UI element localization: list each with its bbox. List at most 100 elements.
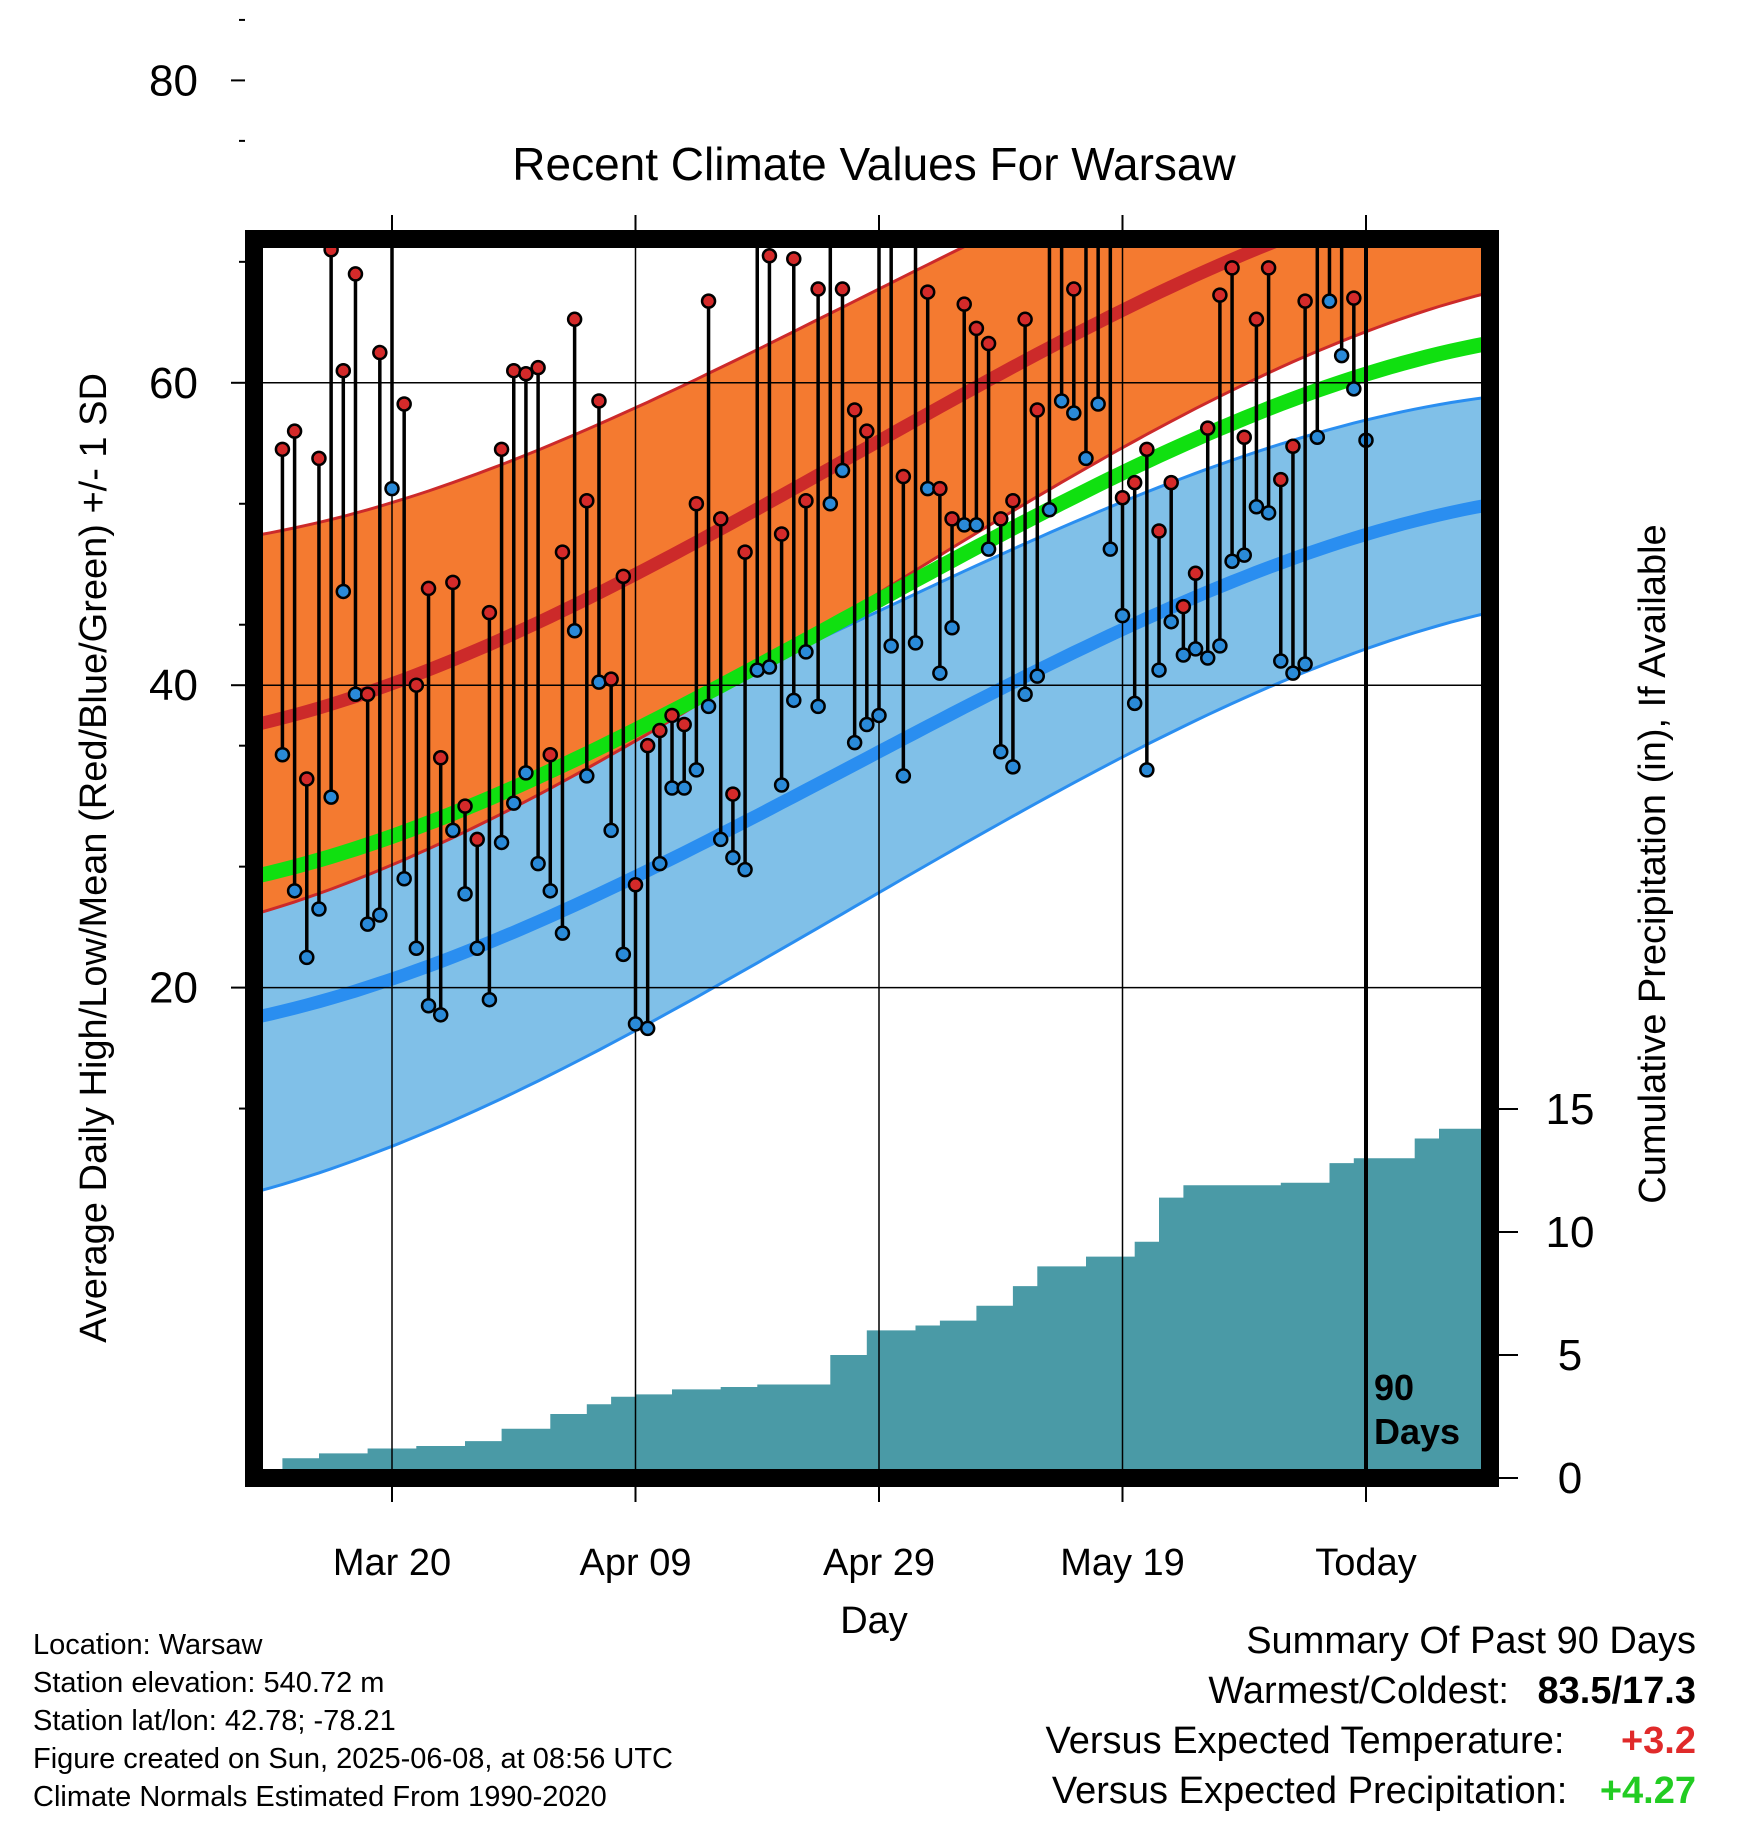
y2-tick-label-3: 15	[1546, 1085, 1595, 1134]
daily-low-point	[311, 901, 327, 917]
y2-tick-label-2: 10	[1546, 1208, 1595, 1257]
daily-high-point	[1273, 471, 1289, 488]
daily-low-point	[1090, 396, 1106, 412]
daily-low-point	[1151, 662, 1167, 678]
daily-high-point	[1114, 489, 1131, 506]
daily-low-point	[457, 886, 473, 902]
daily-high-point	[1079, 192, 1092, 205]
daily-high-point	[1199, 420, 1216, 436]
daily-low-point	[1273, 653, 1289, 669]
normals-text: Climate Normals Estimated From 1990-2020	[33, 1781, 607, 1813]
daily-high-point	[1139, 441, 1155, 458]
daily-high-point	[1297, 293, 1313, 309]
daily-low-point	[1346, 381, 1362, 397]
daily-low-point	[518, 765, 534, 781]
daily-high-point	[311, 450, 327, 467]
daily-low-point	[274, 747, 291, 763]
daily-high-point	[347, 266, 364, 282]
daily-low-point	[506, 795, 522, 811]
daily-high-point	[1212, 287, 1228, 303]
axes: 20 40 60 80 0 5 10 15 Mar 20 Apr 09 Apr 29 May 19 To…	[149, 18, 1595, 1584]
daily-low-point	[712, 831, 729, 848]
daily-low-point	[1309, 429, 1326, 445]
daily-low-point	[761, 659, 778, 675]
daily-low-point	[384, 480, 400, 497]
daily-low-point	[1102, 541, 1119, 557]
daily-high-point	[420, 580, 437, 597]
daily-high-point	[1311, 104, 1324, 117]
daily-low-point	[323, 789, 339, 805]
daily-high-point	[359, 686, 376, 703]
x-axis-label: Day	[840, 1600, 908, 1642]
daily-high-point	[846, 402, 863, 418]
daily-high-point	[408, 677, 425, 693]
daily-low-point	[530, 855, 546, 872]
daily-low-point	[652, 855, 668, 872]
location-text: Location: Warsaw	[33, 1629, 263, 1661]
daily-low-point	[725, 849, 741, 866]
daily-high-point	[396, 396, 412, 412]
today-days-label: 90	[1374, 1367, 1414, 1408]
created-text: Figure created on Sun, 2025-06-08, at 08…	[33, 1743, 673, 1775]
daily-high-point	[627, 877, 644, 893]
daily-low-point	[895, 768, 912, 784]
daily-high-point	[1187, 565, 1204, 582]
daily-high-point	[786, 251, 802, 267]
daily-high-point	[1151, 523, 1167, 539]
daily-low-point	[639, 1020, 656, 1037]
chart-title: Recent Climate Values For Warsaw	[512, 138, 1236, 190]
daily-low-point	[968, 517, 985, 533]
daily-low-point	[1260, 505, 1277, 521]
warm-cold-value: 83.5/17.3	[1537, 1670, 1696, 1712]
daily-high-point	[761, 248, 778, 264]
daily-high-point	[506, 362, 522, 379]
daily-low-point	[1053, 393, 1070, 409]
daily-high-point	[1055, 216, 1068, 229]
daily-low-point	[566, 623, 583, 639]
daily-low-point	[481, 991, 498, 1008]
daily-high-point	[579, 492, 595, 509]
summary-heading: Summary Of Past 90 Days	[1246, 1620, 1696, 1662]
daily-low-point	[299, 949, 315, 966]
daily-high-point	[664, 707, 680, 724]
daily-high-point	[335, 362, 352, 379]
latlon-text: Station lat/lon: 42.78; -78.21	[33, 1705, 396, 1737]
daily-high-point	[688, 496, 705, 512]
x-tick-label-0: Mar 20	[333, 1542, 451, 1584]
temp-value: +3.2	[1620, 1720, 1696, 1762]
station-info: Location: Warsaw Station elevation: 540.…	[33, 1626, 673, 1816]
daily-high-point	[1285, 438, 1301, 455]
daily-low-point	[286, 883, 303, 899]
daily-high-point	[700, 293, 717, 309]
daily-high-point	[919, 284, 936, 300]
daily-low-point	[798, 644, 814, 660]
high-band-upper-edge	[262, 247, 967, 536]
daily-low-point	[372, 907, 388, 923]
daily-high-point	[956, 296, 972, 312]
daily-high-point	[885, 83, 898, 96]
daily-low-point	[676, 780, 692, 796]
daily-high-point	[810, 281, 826, 297]
daily-low-point	[615, 946, 632, 963]
daily-high-point	[554, 544, 571, 560]
daily-low-point	[1163, 613, 1179, 630]
daily-low-point	[1017, 686, 1033, 703]
daily-low-point	[1175, 647, 1192, 663]
daily-high-point	[1360, 186, 1373, 199]
daily-low-point	[335, 583, 352, 600]
daily-low-point	[749, 662, 765, 678]
daily-high-point	[1005, 492, 1021, 509]
daily-low-point	[1297, 656, 1313, 672]
daily-high-point	[1175, 598, 1192, 615]
daily-high-point	[542, 747, 559, 763]
low-band-lower-edge	[262, 612, 1482, 1192]
daily-low-point	[1248, 499, 1265, 515]
daily-low-point	[1187, 641, 1204, 657]
daily-low-point	[773, 777, 790, 793]
daily-high-point	[639, 737, 656, 754]
daily-low-point	[359, 916, 376, 932]
low-sd-band	[262, 397, 1482, 1191]
daily-low-point	[859, 716, 875, 733]
daily-low-point	[445, 822, 461, 839]
